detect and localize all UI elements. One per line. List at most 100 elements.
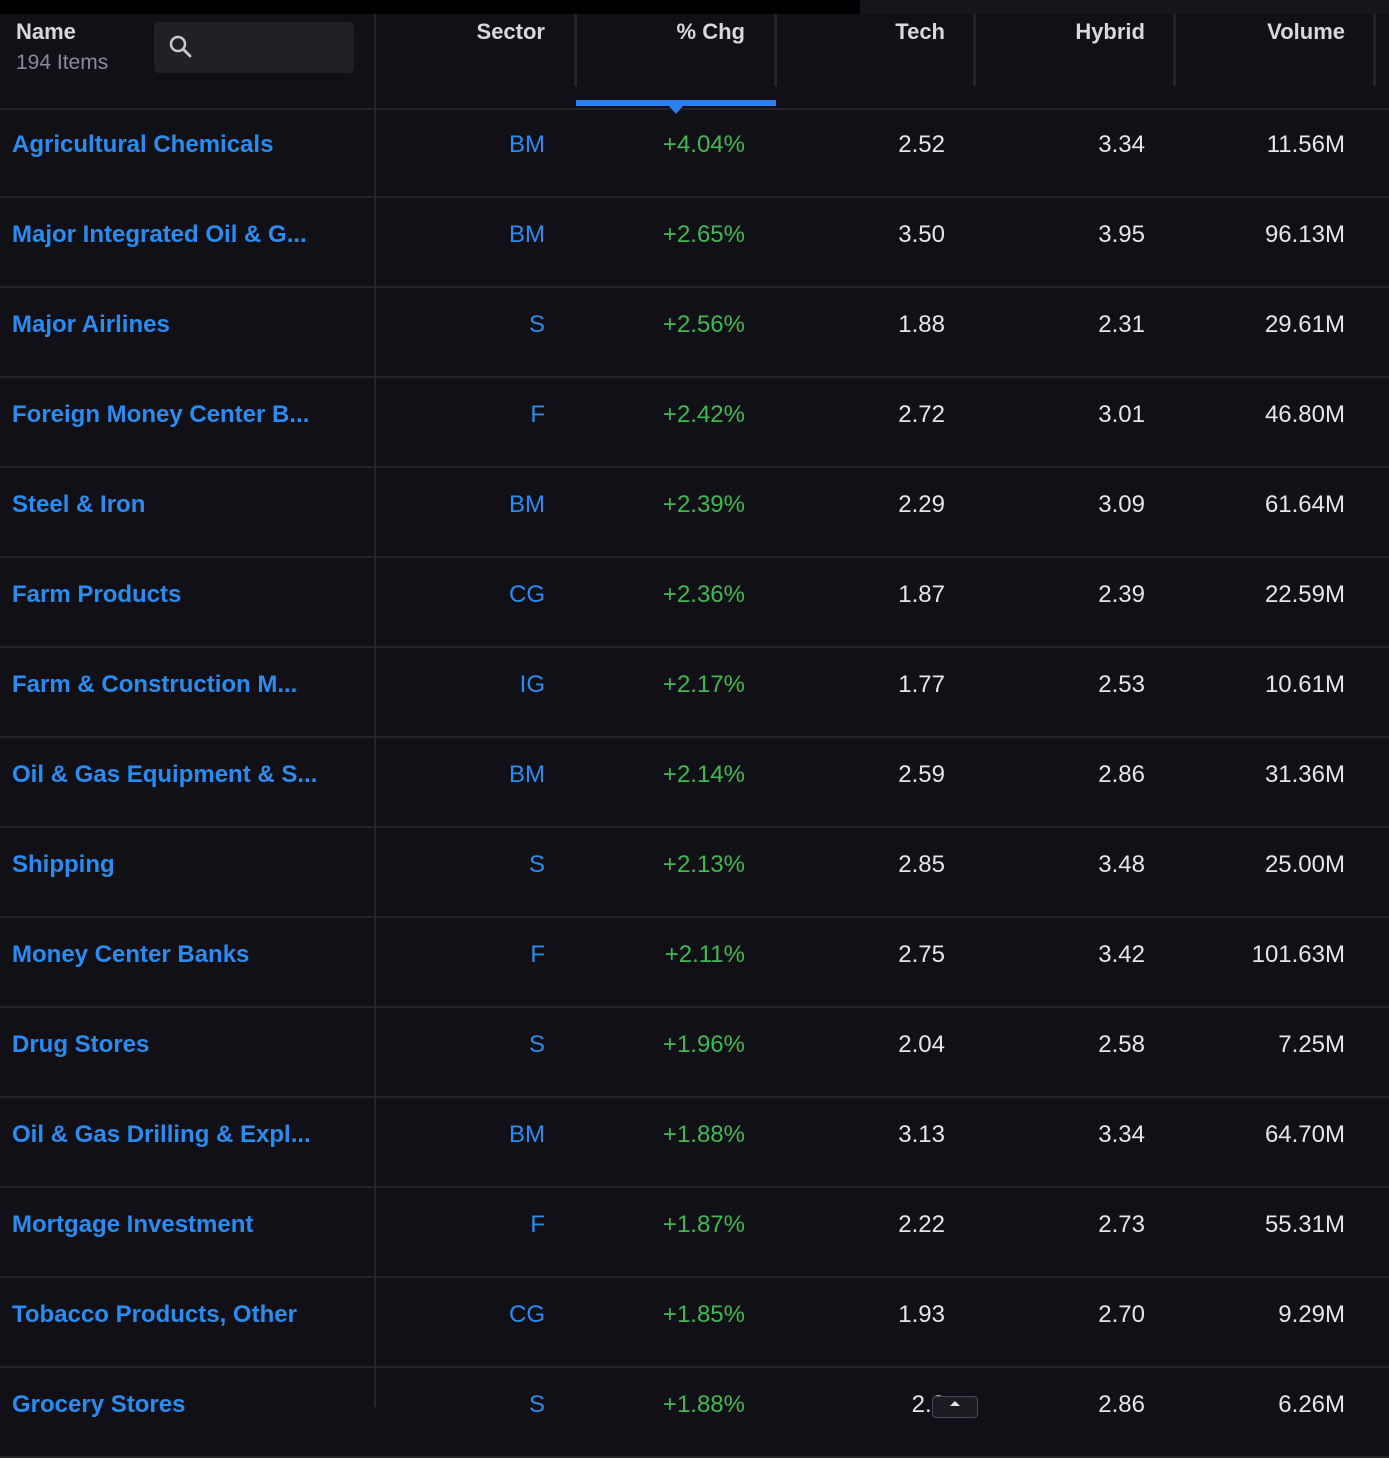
column-header-chg[interactable]: % Chg: [676, 19, 745, 44]
row-tech-score: 1.77: [898, 671, 945, 698]
column-divider[interactable]: [574, 14, 577, 86]
row-sector[interactable]: S: [528, 851, 545, 878]
row-name-link[interactable]: Oil & Gas Equipment & S...: [12, 761, 318, 788]
row-sector[interactable]: IG: [519, 671, 545, 698]
column-divider[interactable]: [1373, 14, 1376, 86]
table-row[interactable]: Tobacco Products, Other CG +1.85% 1.93 2.70 9…: [0, 1278, 1389, 1368]
row-sector[interactable]: BM: [509, 491, 545, 518]
table-row[interactable]: Major Airlines S +2.56% 1.88 2.31 29.61M: [0, 288, 1389, 378]
column-divider[interactable]: [774, 14, 777, 86]
row-tech-score: 2.04: [898, 1031, 945, 1058]
table-row[interactable]: Drug Stores S +1.96% 2.04 2.58 7.25M: [0, 1008, 1389, 1098]
table-row[interactable]: Steel & Iron BM +2.39% 2.29 3.09 61.64M: [0, 468, 1389, 558]
row-pct-change: +2.56%: [662, 311, 745, 338]
row-sector[interactable]: S: [528, 311, 545, 338]
row-volume: 96.13M: [1264, 221, 1345, 248]
row-tech-score: 2.29: [898, 491, 945, 518]
row-sector[interactable]: F: [530, 1211, 545, 1238]
row-hybrid-score: 2.58: [1098, 1031, 1145, 1058]
row-sector[interactable]: F: [530, 941, 545, 968]
column-divider[interactable]: [1173, 14, 1176, 86]
search-input[interactable]: [200, 30, 348, 66]
row-name-link[interactable]: Major Integrated Oil & G...: [12, 221, 307, 248]
scroll-to-top-button[interactable]: [932, 1396, 978, 1418]
row-volume: 101.63M: [1251, 941, 1345, 968]
row-pct-change: +2.14%: [662, 761, 745, 788]
sort-descending-icon: [669, 106, 683, 114]
row-pct-change: +1.96%: [662, 1031, 745, 1058]
row-tech-score: 2.85: [898, 851, 945, 878]
row-tech-score: 3.50: [898, 221, 945, 248]
name-column-divider: [374, 14, 376, 1407]
row-sector[interactable]: BM: [509, 221, 545, 248]
row-hybrid-score: 2.53: [1098, 671, 1145, 698]
row-hybrid-score: 2.39: [1098, 581, 1145, 608]
row-volume: 22.59M: [1264, 581, 1345, 608]
row-hybrid-score: 3.34: [1098, 131, 1145, 158]
table-body: Agricultural Chemicals BM +4.04% 2.52 3.34 11…: [0, 108, 1389, 1458]
row-name-link[interactable]: Grocery Stores: [12, 1391, 186, 1418]
row-hybrid-score: 3.42: [1098, 941, 1145, 968]
row-pct-change: +4.04%: [662, 131, 745, 158]
row-name-link[interactable]: Steel & Iron: [12, 491, 146, 518]
table-row[interactable]: Agricultural Chemicals BM +4.04% 2.52 3.34 11…: [0, 108, 1389, 198]
row-sector[interactable]: BM: [509, 1121, 545, 1148]
row-pct-change: +2.65%: [662, 221, 745, 248]
row-volume: 9.29M: [1278, 1301, 1345, 1328]
row-sector[interactable]: CG: [509, 581, 545, 608]
chevron-up-icon: [950, 1401, 960, 1406]
row-name-link[interactable]: Farm & Construction M...: [12, 671, 298, 698]
row-tech-score: 2.72: [898, 401, 945, 428]
row-tech-score: 2.75: [898, 941, 945, 968]
row-name-link[interactable]: Major Airlines: [12, 311, 170, 338]
row-name-link[interactable]: Oil & Gas Drilling & Expl...: [12, 1121, 311, 1148]
row-sector[interactable]: CG: [509, 1301, 545, 1328]
row-name-link[interactable]: Money Center Banks: [12, 941, 250, 968]
table-row[interactable]: Farm & Construction M... IG +2.17% 1.77 2.53…: [0, 648, 1389, 738]
row-pct-change: +2.11%: [664, 941, 745, 968]
column-divider[interactable]: [973, 14, 976, 86]
row-tech-score: 2.22: [898, 1211, 945, 1238]
row-sector[interactable]: F: [530, 401, 545, 428]
row-tech-score: 2.52: [898, 131, 945, 158]
row-sector[interactable]: BM: [509, 761, 545, 788]
row-name-link[interactable]: Foreign Money Center B...: [12, 401, 310, 428]
row-hybrid-score: 3.95: [1098, 221, 1145, 248]
table-row[interactable]: Farm Products CG +2.36% 1.87 2.39 22.59M: [0, 558, 1389, 648]
table-row[interactable]: Oil & Gas Equipment & S... BM +2.14% 2.59 2.…: [0, 738, 1389, 828]
table-row[interactable]: Foreign Money Center B... F +2.42% 2.72 3.01…: [0, 378, 1389, 468]
table-row[interactable]: Shipping S +2.13% 2.85 3.48 25.00M: [0, 828, 1389, 918]
search-box[interactable]: [154, 22, 354, 73]
row-name-link[interactable]: Shipping: [12, 851, 115, 878]
sort-indicator-bar: [576, 100, 776, 106]
row-sector[interactable]: BM: [509, 131, 545, 158]
row-volume: 64.70M: [1264, 1121, 1345, 1148]
table-row[interactable]: Oil & Gas Drilling & Expl... BM +1.88% 3.13…: [0, 1098, 1389, 1188]
row-sector[interactable]: S: [528, 1391, 545, 1418]
row-pct-change: +1.87%: [662, 1211, 745, 1238]
column-header-name[interactable]: Name: [16, 19, 76, 44]
row-pct-change: +2.36%: [662, 581, 745, 608]
top-bar-dark: [0, 0, 860, 14]
column-header-volume[interactable]: Volume: [1267, 19, 1345, 44]
row-hybrid-score: 2.86: [1098, 1391, 1145, 1418]
row-name-link[interactable]: Farm Products: [12, 581, 182, 608]
column-header-tech[interactable]: Tech: [895, 19, 945, 44]
row-volume: 7.25M: [1278, 1031, 1345, 1058]
row-hybrid-score: 2.86: [1098, 761, 1145, 788]
column-header-sector[interactable]: Sector: [476, 19, 545, 44]
row-tech-score: 1.87: [898, 581, 945, 608]
row-name-link[interactable]: Agricultural Chemicals: [12, 131, 274, 158]
row-sector[interactable]: S: [528, 1031, 545, 1058]
table-row[interactable]: Grocery Stores S +1.88% 2.2 2.86 6.26M: [0, 1368, 1389, 1458]
column-header-hybrid[interactable]: Hybrid: [1075, 19, 1145, 44]
row-volume: 55.31M: [1264, 1211, 1345, 1238]
row-hybrid-score: 2.73: [1098, 1211, 1145, 1238]
table-row[interactable]: Major Integrated Oil & G... BM +2.65% 3.50 3…: [0, 198, 1389, 288]
row-volume: 10.61M: [1264, 671, 1345, 698]
row-name-link[interactable]: Mortgage Investment: [12, 1211, 254, 1238]
table-row[interactable]: Money Center Banks F +2.11% 2.75 3.42 101.63M: [0, 918, 1389, 1008]
row-name-link[interactable]: Tobacco Products, Other: [12, 1301, 297, 1328]
row-name-link[interactable]: Drug Stores: [12, 1031, 150, 1058]
table-row[interactable]: Mortgage Investment F +1.87% 2.22 2.73 55.31M: [0, 1188, 1389, 1278]
